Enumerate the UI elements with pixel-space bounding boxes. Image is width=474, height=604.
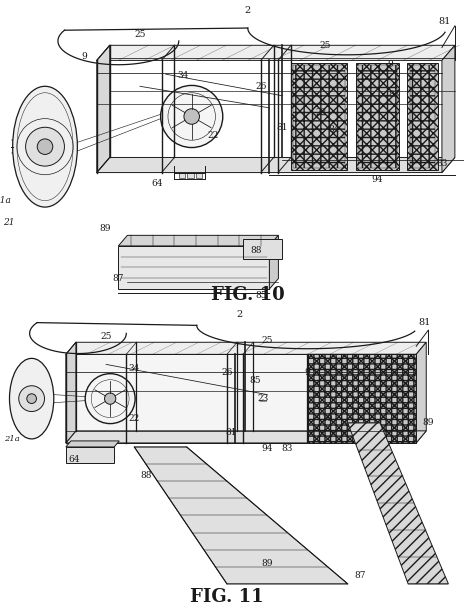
Circle shape (27, 394, 36, 403)
Text: 84: 84 (328, 125, 340, 134)
Text: 94: 94 (262, 445, 273, 454)
Polygon shape (66, 342, 76, 443)
Polygon shape (97, 45, 109, 173)
Text: 9: 9 (387, 60, 393, 69)
Text: 81: 81 (438, 17, 451, 26)
Text: FIG. 11: FIG. 11 (190, 588, 264, 604)
Circle shape (19, 386, 45, 411)
Circle shape (85, 374, 135, 423)
Polygon shape (308, 355, 416, 443)
Polygon shape (291, 63, 347, 170)
Text: 25: 25 (319, 41, 331, 50)
Polygon shape (416, 342, 426, 443)
Text: 85: 85 (255, 291, 266, 300)
Text: 81: 81 (276, 123, 288, 132)
Text: 21: 21 (3, 217, 15, 226)
Text: 22: 22 (208, 132, 219, 140)
Text: 25: 25 (100, 332, 112, 341)
Text: 2: 2 (245, 6, 251, 15)
Text: 85: 85 (249, 376, 261, 385)
Polygon shape (97, 45, 455, 60)
Circle shape (105, 393, 116, 404)
Text: 64: 64 (151, 179, 163, 188)
Text: 34: 34 (177, 71, 189, 80)
Text: 83: 83 (282, 445, 293, 454)
Text: 88: 88 (251, 246, 262, 255)
Text: 23: 23 (257, 394, 269, 403)
Text: 88: 88 (141, 471, 152, 480)
Text: 2: 2 (236, 310, 242, 318)
Circle shape (184, 109, 200, 124)
Text: 81: 81 (225, 428, 237, 437)
Bar (66, 447, 114, 463)
Text: 83: 83 (436, 159, 447, 169)
Text: 21a: 21a (0, 196, 10, 205)
Text: 9: 9 (305, 368, 310, 377)
Circle shape (37, 139, 53, 155)
Polygon shape (66, 431, 426, 443)
Polygon shape (356, 63, 399, 170)
Text: 26: 26 (255, 82, 266, 91)
Text: 89: 89 (262, 559, 273, 568)
Text: 89: 89 (422, 419, 434, 427)
Polygon shape (97, 158, 455, 173)
Polygon shape (66, 441, 119, 447)
Ellipse shape (13, 86, 77, 207)
Text: 83: 83 (389, 91, 400, 100)
Text: 9: 9 (81, 51, 87, 60)
Polygon shape (134, 447, 348, 584)
Text: FIG. 10: FIG. 10 (211, 286, 285, 304)
Bar (187, 173, 194, 178)
Polygon shape (269, 236, 278, 289)
Text: 81: 81 (418, 318, 430, 327)
Bar (196, 173, 202, 178)
Polygon shape (408, 63, 438, 170)
Text: 21a: 21a (4, 435, 19, 443)
Polygon shape (118, 246, 269, 289)
Text: 25: 25 (134, 30, 146, 39)
Text: 87: 87 (113, 274, 124, 283)
Circle shape (161, 85, 223, 147)
Text: 23: 23 (316, 108, 327, 117)
Text: 22: 22 (129, 414, 140, 423)
Circle shape (26, 127, 64, 166)
Text: 10: 10 (322, 414, 333, 423)
Bar (179, 173, 185, 178)
Text: 64: 64 (68, 455, 80, 463)
Text: 94: 94 (372, 175, 383, 184)
Text: 25: 25 (262, 336, 273, 345)
Polygon shape (66, 342, 426, 355)
Polygon shape (66, 355, 416, 443)
Polygon shape (442, 45, 455, 173)
Polygon shape (348, 423, 448, 584)
Polygon shape (118, 236, 278, 246)
Text: 87: 87 (354, 571, 365, 580)
Text: 26: 26 (221, 368, 233, 377)
Polygon shape (244, 239, 283, 259)
Text: 89: 89 (100, 224, 111, 233)
Text: 34: 34 (128, 364, 140, 373)
Ellipse shape (9, 358, 54, 439)
